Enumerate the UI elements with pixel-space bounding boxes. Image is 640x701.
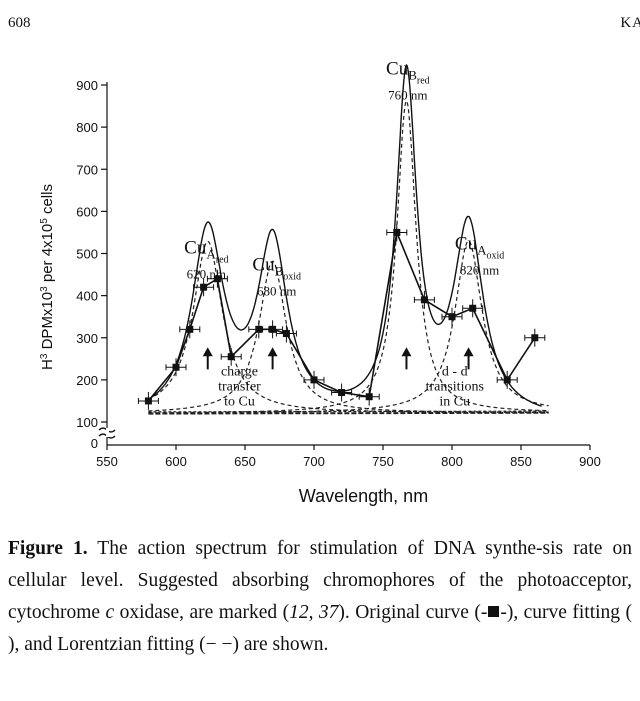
x-axis-label: Wavelength, nm	[299, 486, 428, 506]
annotation-dd-transitions-line: transitions	[426, 380, 484, 395]
annotation-cub-red-wavelength: 760 nm	[388, 87, 427, 102]
data-point-marker	[172, 363, 180, 371]
data-point-marker	[448, 313, 456, 321]
page-header: 608 KA	[8, 15, 640, 35]
caption-text-1: The action spectrum for stimulation of D…	[8, 538, 632, 623]
y-axis-label-superscript: 5	[39, 218, 50, 224]
annotation-subscript: B	[275, 263, 284, 278]
data-point-marker	[213, 275, 221, 283]
data-point-marker	[144, 397, 152, 405]
annotation-subscript-2: oxid	[486, 250, 504, 261]
annotation-cua-oxid-wavelength: 820 nm	[460, 262, 499, 277]
annotation-cua-wavelength: 620 nm	[187, 267, 226, 282]
data-point-marker	[282, 330, 290, 338]
annotation-base: Cu	[252, 254, 275, 275]
y-axis-label-part: cells	[39, 184, 56, 218]
annotation-subscript: A	[477, 242, 487, 257]
x-tick-label: 850	[510, 454, 532, 469]
annotation-cua-label: CuAred	[184, 238, 228, 266]
y-tick-label: 800	[76, 120, 98, 135]
y-axis-label-part: H	[39, 359, 56, 370]
up-arrow-head	[463, 347, 474, 357]
caption-ref-2: 37	[318, 602, 339, 623]
x-tick-label: 700	[303, 454, 325, 469]
y-tick-label: 500	[76, 247, 98, 262]
data-point-marker	[503, 376, 511, 384]
annotation-cua-oxid-label: CuAoxid	[455, 233, 504, 261]
y-tick-label: 400	[76, 289, 98, 304]
caption-ref-sep: ,	[308, 602, 319, 623]
data-point-marker	[531, 334, 539, 342]
data-point-marker	[310, 376, 318, 384]
data-point-marker	[186, 325, 194, 333]
up-arrow-head	[267, 347, 278, 357]
running-head: KA	[620, 15, 640, 31]
caption-label: Figure 1.	[8, 538, 88, 559]
y-tick-label: 100	[76, 415, 98, 430]
annotation-base: Cu	[386, 60, 409, 79]
annotation-cub-oxid-wavelength: 680 nm	[257, 283, 296, 298]
data-point-marker	[269, 325, 277, 333]
annotation-charge-transfer-line: transfer	[218, 380, 261, 395]
data-point-marker	[255, 325, 263, 333]
data-point-marker	[393, 228, 401, 236]
y-tick-label: 600	[76, 204, 98, 219]
annotation-dd-transitions-line: d - d	[442, 365, 468, 380]
data-point-marker	[227, 353, 235, 361]
y-tick-label: 900	[76, 78, 98, 93]
y-axis-label-superscript: 3	[39, 353, 50, 359]
caption-text-4: -), curve fitting ( ), and Lorentzian fi…	[8, 602, 632, 655]
annotation-base: Cu	[184, 238, 207, 259]
black-square-icon	[488, 606, 500, 617]
caption-text-3: ). Original curve (-	[338, 602, 488, 623]
x-tick-label: 900	[579, 454, 601, 469]
annotation-base: Cu	[455, 233, 478, 254]
y-axis-label-part: per 4x10	[39, 224, 56, 287]
lorentzian-baseline-2	[148, 410, 549, 413]
annotation-subscript-2: red	[216, 255, 229, 266]
up-arrow-head	[202, 347, 213, 357]
caption-ref-1: 12	[289, 602, 309, 623]
data-point-marker	[338, 389, 346, 397]
annotation-cub-oxid-label: CuBoxid	[252, 254, 301, 282]
x-tick-label: 650	[234, 454, 256, 469]
y-tick-label: 200	[76, 373, 98, 388]
data-point-marker	[469, 304, 477, 312]
axis-break-gap	[106, 428, 109, 437]
x-tick-label: 600	[165, 454, 187, 469]
y-axis-label-superscript: 3	[39, 286, 50, 292]
y-tick-label-zero: 0	[91, 436, 98, 451]
figure-caption: Figure 1. The action spectrum for stimul…	[8, 533, 632, 661]
data-point-marker	[200, 283, 208, 291]
y-axis-label: H3 DPMx103 per 4x105 cells	[39, 184, 57, 370]
caption-text-2: oxidase, are marked (	[114, 602, 290, 623]
annotation-subscript: A	[206, 247, 216, 262]
x-tick-label: 550	[96, 454, 118, 469]
up-arrow-head	[401, 347, 412, 357]
annotation-charge-transfer-line: to Cu	[224, 395, 255, 410]
page-number: 608	[8, 15, 31, 31]
annotation-dd-transitions-line: in Cu	[439, 395, 470, 410]
y-tick-label: 300	[76, 331, 98, 346]
annotation-subscript-2: red	[417, 75, 430, 86]
caption-italic-c: c	[105, 602, 115, 623]
data-point-marker	[420, 296, 428, 304]
action-spectrum-chart: 100 200 300 400 500 600 700 800 900 0 550 600 650 700…	[39, 60, 601, 506]
annotation-subscript-2: oxid	[283, 271, 301, 282]
annotation-cub-red-label: CuBred	[386, 60, 430, 86]
annotation-subscript: B	[408, 67, 417, 82]
y-tick-label: 700	[76, 162, 98, 177]
y-axis-label-part: DPMx10	[39, 292, 56, 354]
lorentzian-baseline	[148, 411, 549, 415]
x-tick-label: 750	[372, 454, 394, 469]
data-point-marker	[365, 393, 373, 401]
x-tick-label: 800	[441, 454, 463, 469]
annotation-charge-transfer-line: charge	[221, 365, 258, 380]
